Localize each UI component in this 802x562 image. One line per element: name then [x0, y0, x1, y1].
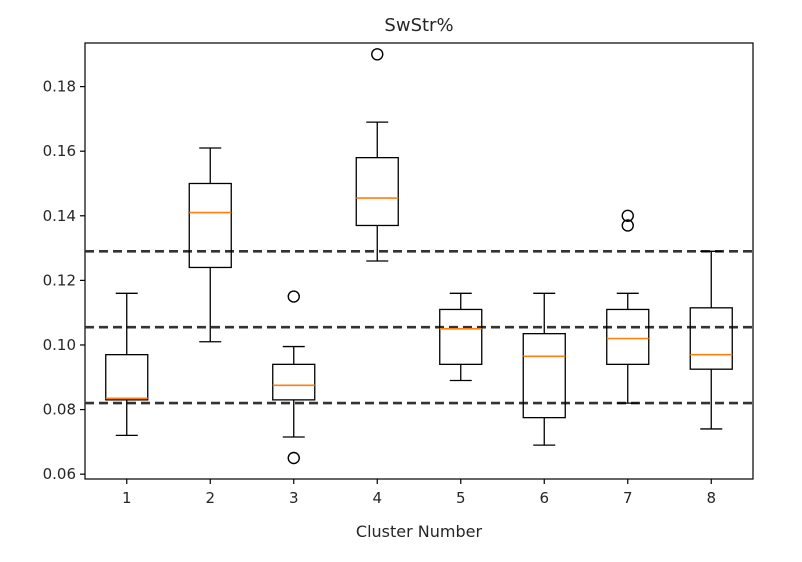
box-iqr — [105, 354, 149, 401]
box-group — [105, 48, 733, 465]
box-cluster-1 — [105, 292, 149, 437]
box-iqr — [689, 307, 733, 370]
box-cluster-5 — [439, 292, 483, 382]
x-axis-label: Cluster Number — [356, 522, 483, 541]
x-tick-label: 4 — [372, 489, 382, 507]
box-cluster-3 — [272, 290, 316, 465]
outlier-point-1 — [621, 209, 634, 222]
box-iqr — [606, 308, 650, 365]
outlier-point-1 — [287, 290, 300, 303]
y-tick-label: 0.10 — [43, 336, 76, 354]
box-iqr — [522, 333, 566, 419]
x-tick-label: 6 — [539, 489, 549, 507]
x-tick-label: 8 — [706, 489, 716, 507]
y-tick-label: 0.08 — [43, 401, 76, 419]
y-tick-label: 0.06 — [43, 465, 76, 483]
x-tick-label: 3 — [289, 489, 299, 507]
chart-title: SwStr% — [384, 15, 453, 36]
outlier-point-1 — [371, 48, 384, 61]
x-axis: 1 2 3 4 5 6 7 8 — [122, 479, 716, 507]
y-tick-label: 0.12 — [43, 271, 76, 289]
y-tick-label: 0.18 — [43, 78, 76, 96]
box-iqr — [188, 182, 232, 269]
y-tick-label: 0.14 — [43, 207, 76, 225]
box-iqr — [355, 157, 399, 227]
x-tick-label: 1 — [122, 489, 132, 507]
x-tick-label: 5 — [456, 489, 466, 507]
box-iqr — [272, 363, 316, 401]
x-tick-label: 7 — [623, 489, 633, 507]
box-cluster-4 — [355, 48, 399, 262]
box-iqr — [439, 308, 483, 365]
box-cluster-6 — [522, 292, 566, 446]
box-cluster-2 — [188, 147, 232, 343]
box-cluster-7 — [606, 209, 650, 404]
x-tick-label: 2 — [205, 489, 215, 507]
y-tick-label: 0.16 — [43, 142, 76, 160]
outlier-point-2 — [287, 451, 300, 465]
outlier-point-2 — [621, 219, 634, 232]
plot-frame — [84, 42, 754, 480]
y-axis: 0.06 0.08 0.10 0.12 0.14 0.16 0.18 — [43, 78, 85, 483]
box-cluster-8 — [689, 250, 733, 430]
reference-lines — [85, 250, 753, 405]
